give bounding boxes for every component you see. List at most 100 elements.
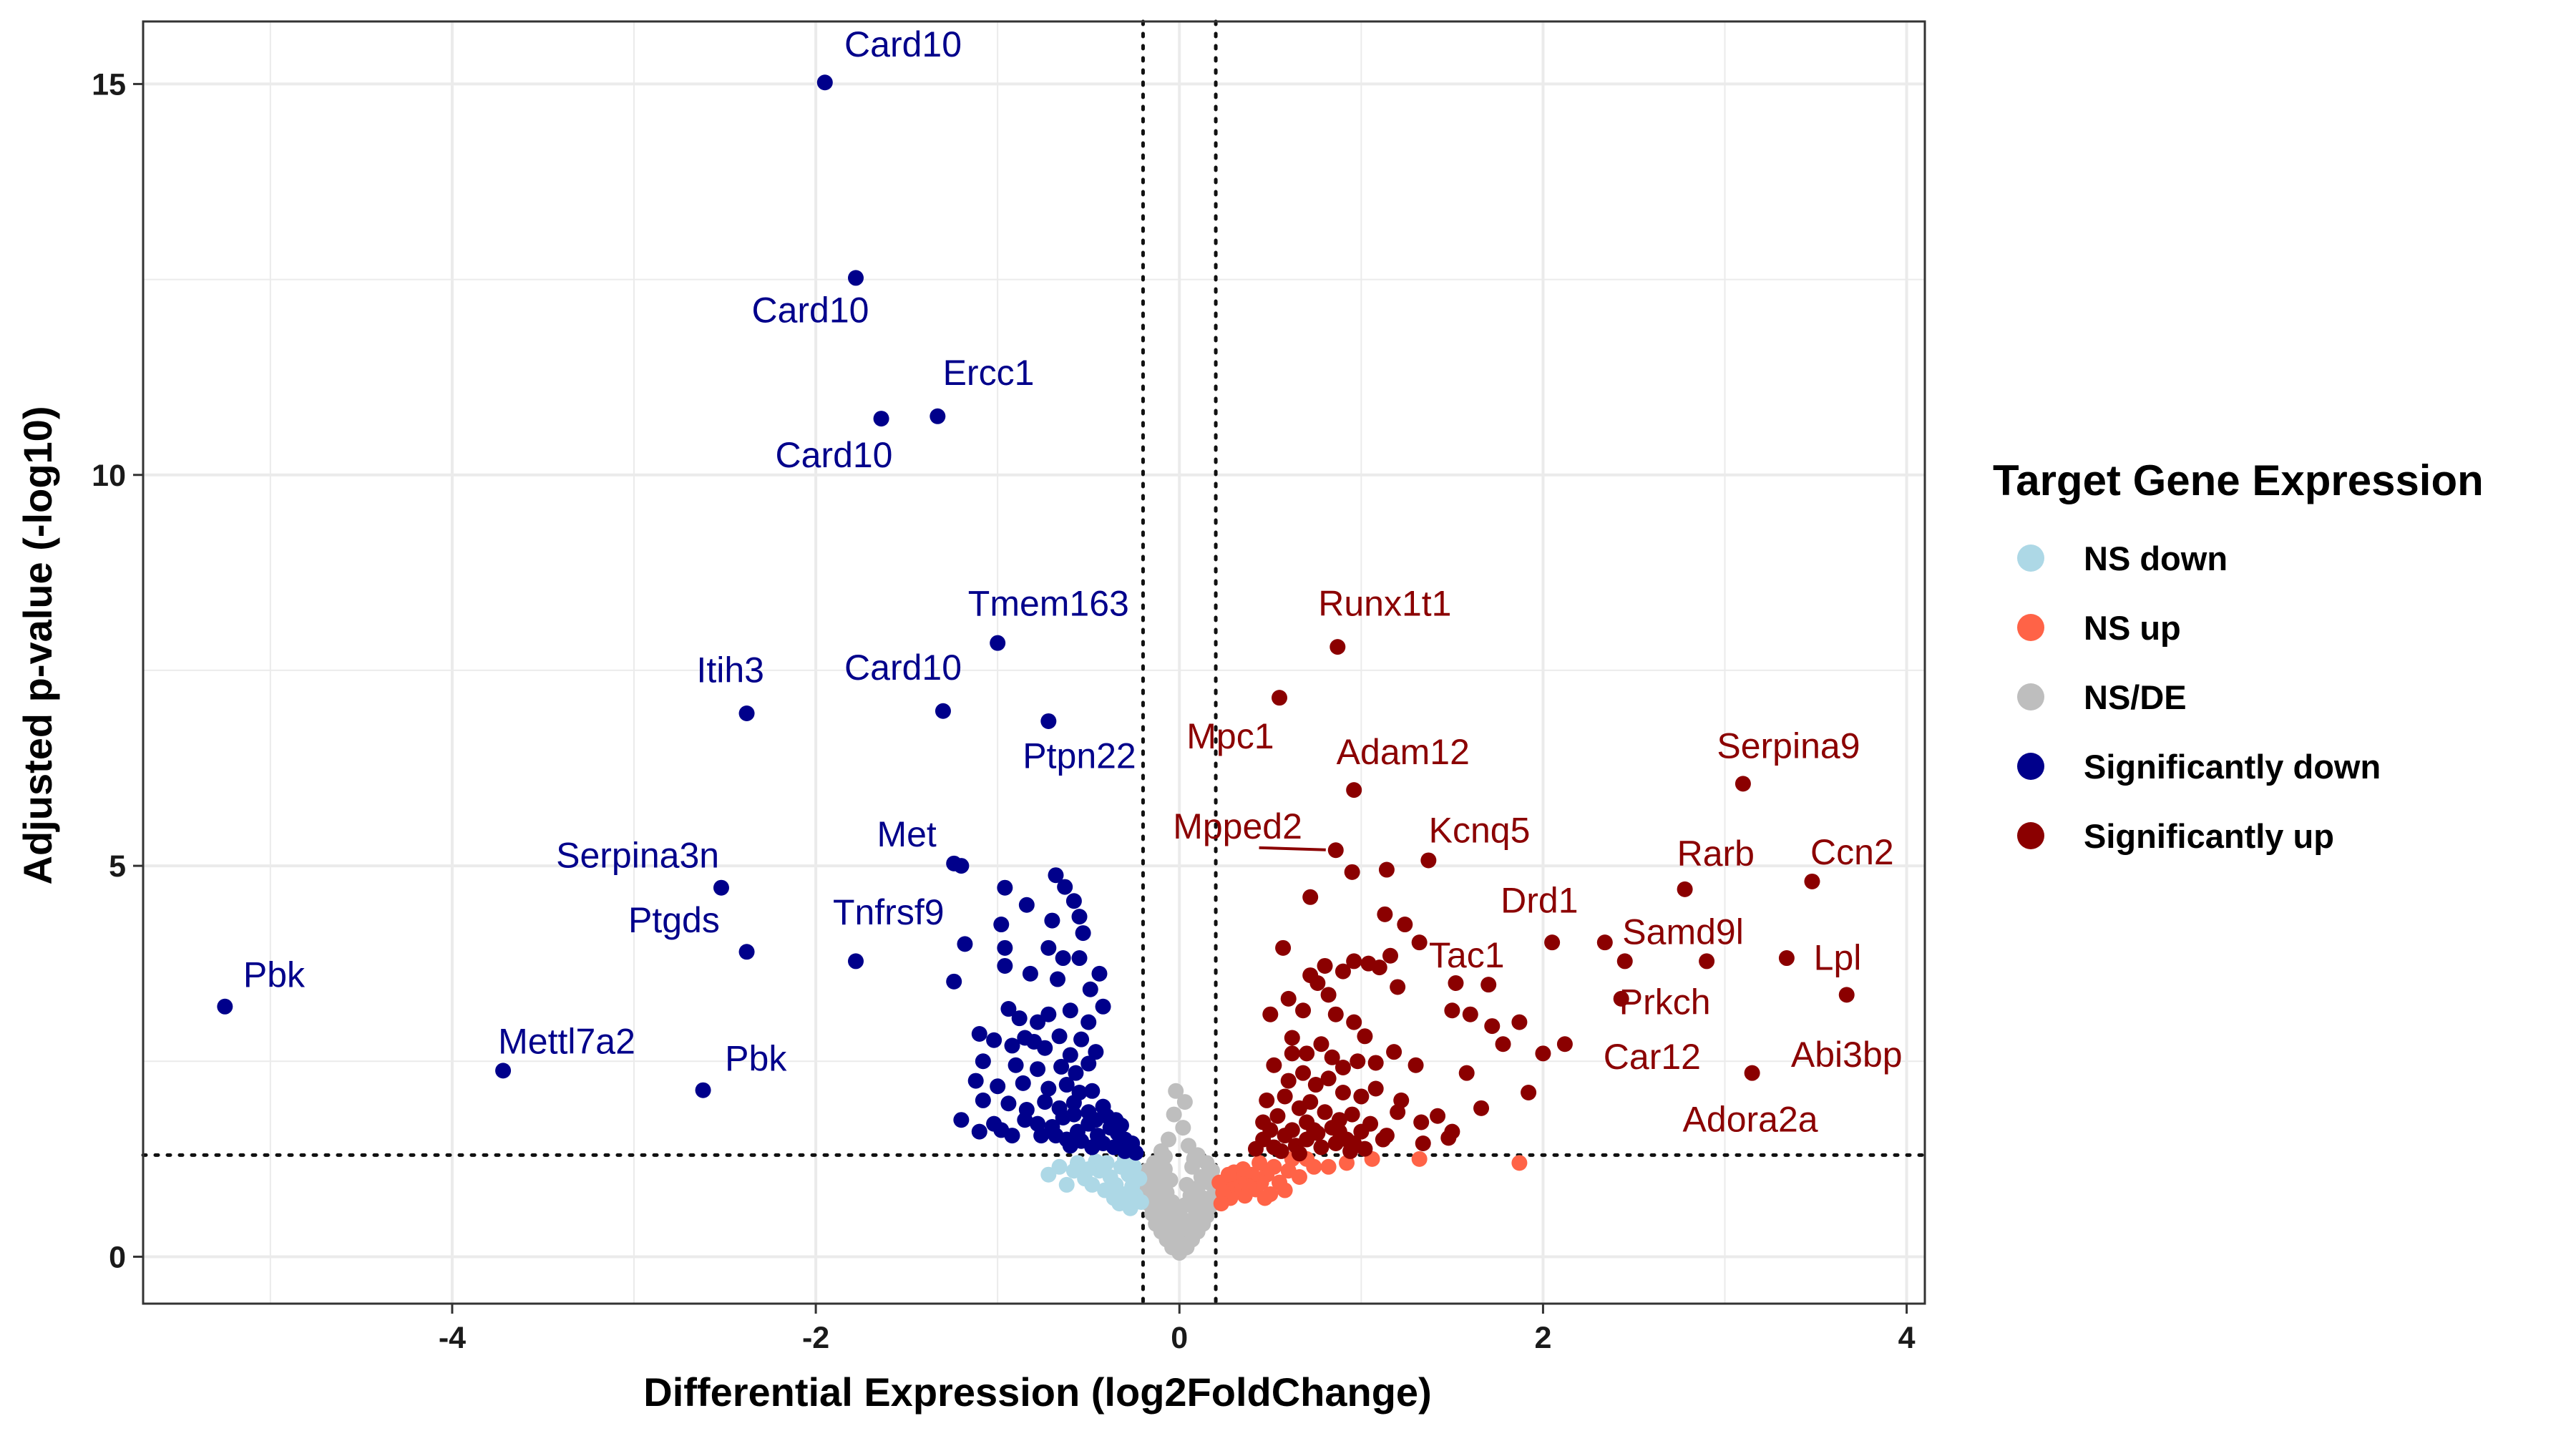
significantly-up-point	[1415, 1135, 1431, 1151]
significantly-down-point	[953, 858, 970, 874]
y-tick-label: 10	[92, 459, 126, 493]
gene-label: Card10	[751, 290, 869, 331]
legend-label: Significantly down	[2084, 748, 2381, 786]
significantly-up-point	[1291, 1146, 1307, 1162]
significantly-down-point	[990, 1078, 1006, 1095]
significantly-up-point	[1556, 1036, 1573, 1053]
grid-lines	[143, 21, 1925, 1304]
legend-key	[2017, 544, 2044, 572]
significantly-up-point	[1511, 1014, 1528, 1030]
significantly-down-point	[1044, 912, 1060, 929]
ns-de-point	[1186, 1151, 1202, 1167]
significantly-up-point	[1327, 842, 1344, 859]
significantly-up-point	[1295, 1065, 1312, 1081]
ns-down-point	[1122, 1200, 1138, 1216]
significantly-down-point	[1084, 1083, 1101, 1099]
significantly-up-point	[1335, 1060, 1351, 1076]
gene-label: Card10	[776, 435, 893, 475]
significantly-down-point	[1011, 1010, 1028, 1027]
gene-label: Mpc1	[1186, 716, 1274, 756]
ns-up-point	[1252, 1155, 1268, 1171]
gene-label: Tnfrsf9	[833, 892, 945, 932]
gene-label: Card10	[844, 648, 962, 688]
significantly-up-point	[1284, 1045, 1300, 1062]
significantly-down-point	[967, 1073, 984, 1089]
significantly-up-point	[1462, 1006, 1478, 1022]
ns-de-point	[1176, 1094, 1193, 1110]
ns-de-point	[1171, 1244, 1188, 1261]
legend-key	[2017, 822, 2044, 849]
x-axis-title: Differential Expression (log2FoldChange)	[643, 1369, 1431, 1415]
significantly-up-point	[1313, 1139, 1330, 1156]
significantly-up-point	[1320, 1070, 1337, 1087]
significantly-down-point	[1128, 1145, 1144, 1161]
significantly-up-point	[1309, 975, 1326, 991]
significantly-down-point	[1065, 1106, 1082, 1123]
gene-label: Pbk	[725, 1038, 787, 1078]
significantly-down-point	[1071, 950, 1088, 967]
ns-down-point	[1131, 1171, 1148, 1187]
plot-panel-border	[142, 20, 1926, 1305]
significantly-down-point	[1091, 965, 1108, 982]
significantly-up-point	[1277, 1088, 1293, 1105]
significantly-up-point	[1280, 1073, 1297, 1089]
significantly-down-point	[1040, 1006, 1057, 1022]
significantly-up-point	[1484, 1018, 1501, 1035]
significantly-up-point	[1397, 917, 1413, 933]
x-tick-label: 0	[1171, 1321, 1188, 1355]
ns-de-point	[1162, 1172, 1179, 1188]
gene-label: Pbk	[243, 954, 306, 995]
significantly-down-point	[1048, 867, 1064, 884]
significantly-up-point	[1346, 782, 1362, 798]
significantly-up-point	[1440, 1130, 1457, 1146]
ns-de-point	[1156, 1148, 1173, 1165]
y-tick-label: 15	[92, 67, 126, 102]
significantly-down-point	[1095, 998, 1111, 1015]
significantly-up-point	[1390, 1104, 1406, 1120]
ns-down-point	[1058, 1176, 1075, 1193]
legend-key	[2017, 614, 2044, 641]
significantly-down-point	[873, 411, 889, 427]
significantly-down-point	[1017, 1112, 1033, 1128]
significantly-up-point	[1302, 1094, 1319, 1110]
gene-label: Tmem163	[968, 583, 1129, 623]
gene-label: Kcnq5	[1429, 810, 1531, 850]
significantly-up-point	[1613, 990, 1629, 1007]
significantly-down-point	[1000, 1095, 1017, 1112]
significantly-up-point	[1367, 1080, 1384, 1097]
significantly-down-point	[1080, 1014, 1097, 1030]
gene-label: Serpina3n	[556, 835, 719, 875]
significantly-up-point	[1344, 864, 1360, 880]
gene-label: Abi3bp	[1791, 1035, 1903, 1075]
significantly-up-point	[1420, 852, 1437, 869]
significantly-up-point	[1327, 1006, 1344, 1022]
significantly-down-point	[946, 973, 962, 990]
significantly-down-point	[1088, 1112, 1104, 1128]
ns-de-point	[1175, 1120, 1191, 1136]
significantly-down-point	[997, 879, 1013, 896]
significantly-up-point	[1266, 1057, 1282, 1073]
legend-key	[2017, 683, 2044, 710]
ns-down-point	[1051, 1158, 1068, 1175]
significantly-down-point	[1037, 1040, 1053, 1056]
significantly-up-point	[1448, 975, 1464, 991]
significantly-down-point	[1058, 1077, 1075, 1093]
significantly-down-point	[1048, 1128, 1064, 1144]
significantly-up-point	[1378, 861, 1395, 878]
significantly-up-point	[1735, 776, 1751, 792]
significantly-up-point	[1390, 979, 1406, 995]
significantly-up-point	[1317, 957, 1333, 974]
ns-de-point	[1168, 1083, 1184, 1099]
gene-label: Serpina9	[1717, 726, 1860, 766]
significantly-up-point	[1480, 977, 1497, 993]
significantly-up-point	[1295, 1002, 1312, 1019]
significantly-down-point	[1004, 1037, 1020, 1054]
significantly-up-point	[1495, 1036, 1511, 1053]
significantly-down-point	[975, 1092, 991, 1108]
significantly-down-point	[1033, 1128, 1050, 1144]
significantly-up-point	[1269, 1108, 1286, 1124]
x-tick-label: 2	[1534, 1321, 1551, 1355]
threshold-lines	[141, 19, 1927, 1306]
significantly-down-point	[1062, 1047, 1078, 1063]
significantly-up-point	[1382, 947, 1398, 964]
